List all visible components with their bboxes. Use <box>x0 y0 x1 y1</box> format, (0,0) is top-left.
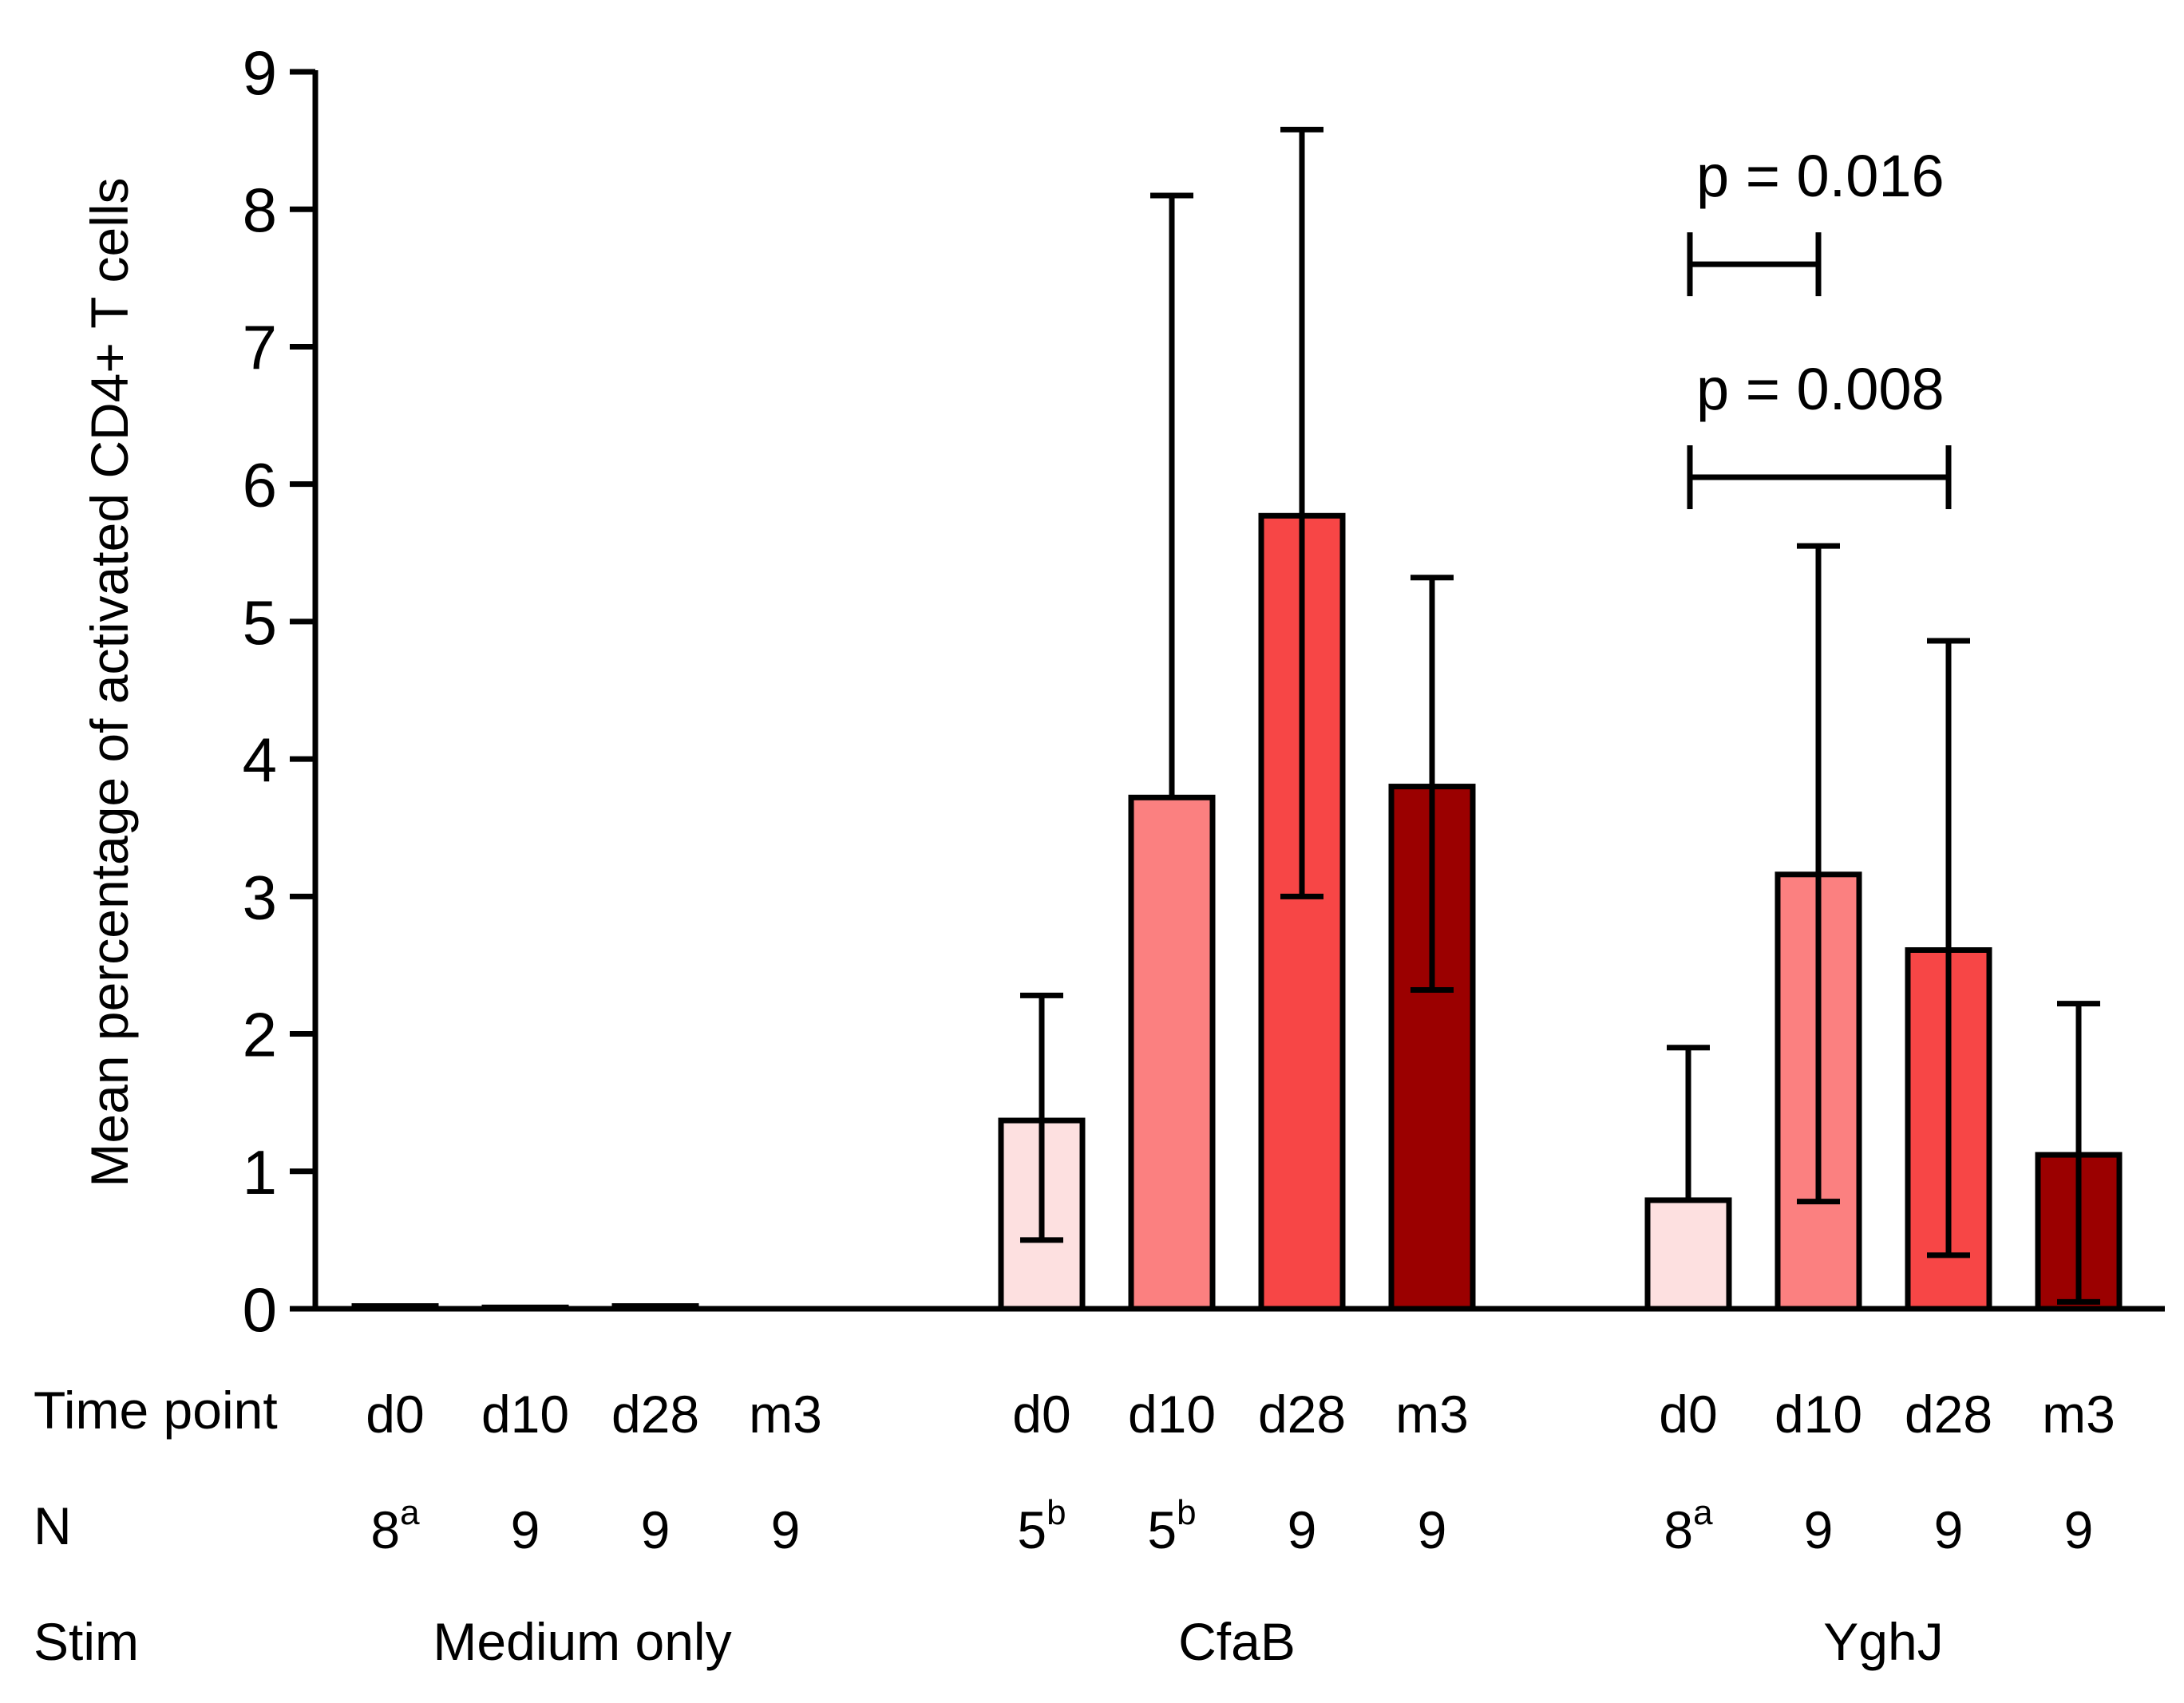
time-point-label: m3 <box>749 1385 822 1444</box>
significance-brackets: p = 0.016 p = 0.008 <box>1687 143 1952 510</box>
n-label: 9 <box>1288 1500 1317 1559</box>
y-tick-label: 2 <box>243 1000 277 1070</box>
y-tick-label: 1 <box>243 1137 277 1207</box>
time-point-label: d0 <box>1012 1385 1070 1444</box>
n-label: 9 <box>1804 1500 1834 1559</box>
stim-label: Medium only <box>433 1612 731 1671</box>
time-point-label: d28 <box>611 1385 699 1444</box>
p-value-label: p = 0.008 <box>1696 356 1945 422</box>
time-point-label: m3 <box>2042 1385 2115 1444</box>
n-label: 9 <box>2064 1500 2094 1559</box>
bar-yghj-d0 <box>1644 1197 1732 1312</box>
n-label: 9 <box>641 1500 671 1559</box>
n-label: 8a <box>370 1493 420 1559</box>
time-point-label: d0 <box>366 1385 424 1444</box>
bars <box>351 512 2123 1312</box>
y-tick-label: 7 <box>243 312 277 382</box>
time-point-label: d10 <box>481 1385 569 1444</box>
n-label: 9 <box>511 1500 540 1559</box>
time-point-label: d10 <box>1774 1385 1862 1444</box>
y-tick-label: 8 <box>243 175 277 245</box>
y-tick-label: 5 <box>243 587 277 658</box>
n-label: 8a <box>1664 1493 1713 1559</box>
row-label-stim: Stim <box>34 1612 139 1671</box>
y-tick-label: 4 <box>243 725 277 795</box>
n-label: 9 <box>1934 1500 1964 1559</box>
time-point-label: m3 <box>1395 1385 1469 1444</box>
error-bars <box>1020 126 2100 1305</box>
sample-table: d0 8a d10 9 d28 9 m3 9 Medium only d0 5b d10 5b d28 9 m… <box>366 1385 2115 1671</box>
y-tick-label: 0 <box>243 1274 277 1345</box>
stim-label: CfaB <box>1178 1612 1296 1671</box>
time-point-label: d10 <box>1128 1385 1216 1444</box>
stim-label: YghJ <box>1823 1612 1943 1671</box>
y-axis: 0 1 2 3 4 5 6 7 8 9 <box>243 38 318 1345</box>
n-label: 5b <box>1147 1493 1196 1559</box>
n-label: 5b <box>1017 1493 1066 1559</box>
n-label: 9 <box>771 1500 801 1559</box>
y-axis-label: Mean percentage of activated CD4+ T cell… <box>80 177 139 1187</box>
n-label: 9 <box>1418 1500 1447 1559</box>
row-label-time-point: Time point <box>34 1381 278 1440</box>
y-tick-label: 6 <box>243 450 277 520</box>
time-point-label: d28 <box>1905 1385 1992 1444</box>
time-point-label: d28 <box>1258 1385 1346 1444</box>
time-point-label: d0 <box>1659 1385 1717 1444</box>
y-tick-label: 9 <box>243 38 277 108</box>
p-value-label: p = 0.016 <box>1696 143 1945 209</box>
y-tick-label: 3 <box>243 862 277 932</box>
row-label-n: N <box>34 1496 72 1555</box>
bar-cfab-d10 <box>1128 794 1216 1312</box>
